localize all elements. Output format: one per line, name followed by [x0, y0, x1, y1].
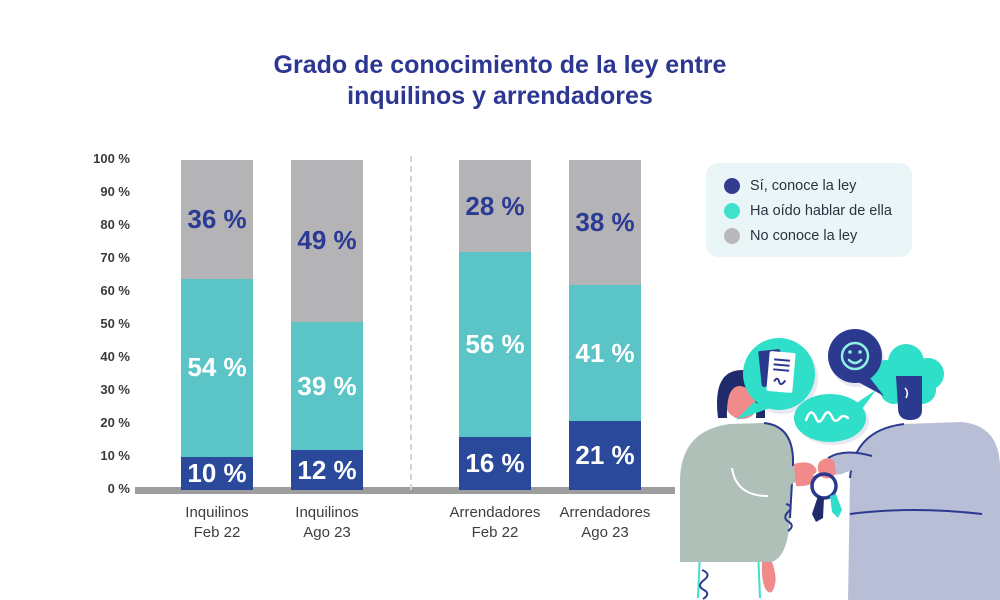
bar-segment-unknown: 28 %: [459, 160, 531, 253]
category-label-line2: Feb 22: [471, 524, 519, 541]
bar-segment-knows: 10 %: [181, 457, 253, 490]
category-label: Arrendadores Feb 22: [420, 503, 570, 543]
category-label: Arrendadores Ago 23: [530, 503, 680, 543]
bar-segment-knows: 16 %: [459, 437, 531, 490]
category-label-line2: Ago 23: [581, 524, 629, 541]
segment-value-label: 54 %: [187, 352, 247, 383]
category-label-line2: Feb 22: [193, 524, 241, 541]
bar-segment-heard: 54 %: [181, 278, 253, 457]
legend-item: Ha oído hablar de ella: [724, 203, 896, 219]
signature-speech-bubble: [794, 390, 876, 442]
segment-value-label: 56 %: [465, 329, 525, 360]
contract-speech-bubble: [736, 338, 815, 420]
legend-item-label: Ha oído hablar de ella: [750, 203, 892, 219]
segment-value-label: 49 %: [297, 225, 357, 256]
segment-value-label: 10 %: [187, 458, 247, 488]
category-label-line2: Ago 23: [303, 524, 351, 541]
bar-segment-unknown: 38 %: [569, 160, 641, 286]
legend-color-dot: [724, 203, 740, 219]
bar-segment-heard: 39 %: [291, 321, 363, 451]
segment-value-label: 16 %: [465, 448, 525, 479]
bar-segment-heard: 56 %: [459, 252, 531, 438]
segment-value-label: 39 %: [297, 370, 357, 401]
legend-item-label: No conoce la ley: [750, 228, 858, 244]
right-person: [810, 344, 1000, 600]
segment-value-label: 12 %: [297, 454, 357, 485]
category-label: Inquilinos Feb 22: [142, 503, 292, 543]
y-axis-tick-label: 40 %: [100, 349, 130, 364]
category-label-line1: Arrendadores: [559, 504, 651, 521]
bar-segment-unknown: 49 %: [291, 160, 363, 322]
x-axis-line: [135, 487, 675, 494]
y-axis-tick-label: 60 %: [100, 283, 130, 298]
legend-color-dot: [724, 228, 740, 244]
segment-value-label: 21 %: [575, 439, 635, 470]
y-axis-tick-label: 90 %: [100, 184, 130, 199]
left-person: [680, 370, 817, 600]
y-axis-tick-label: 30 %: [100, 382, 130, 397]
segment-value-label: 38 %: [575, 207, 635, 238]
y-axis-tick-label: 100 %: [93, 151, 130, 166]
smiley-speech-bubble: [828, 329, 884, 396]
y-axis-tick-label: 50 %: [100, 316, 130, 331]
category-label-line1: Inquilinos: [295, 504, 359, 521]
chart-legend: Sí, conoce la ley Ha oído hablar de ella N…: [706, 163, 912, 257]
legend-item: Sí, conoce la ley: [724, 178, 896, 194]
legend-color-dot: [724, 178, 740, 194]
y-axis-tick-label: 10 %: [100, 448, 130, 463]
page-title-line2: inquilinos y arrendadores: [347, 82, 653, 110]
legend-item: No conoce la ley: [724, 228, 896, 244]
group-divider-dashed-line: [410, 156, 412, 490]
page-title: Grado de conocimiento de la ley entre in…: [200, 50, 800, 112]
segment-value-label: 28 %: [465, 190, 525, 221]
bar-segment-heard: 41 %: [569, 285, 641, 421]
bar-segment-unknown: 36 %: [181, 160, 253, 279]
legend-item-label: Sí, conoce la ley: [750, 178, 857, 194]
illustration-people-exchanging-keys: [680, 329, 1000, 600]
y-axis-tick-label: 80 %: [100, 217, 130, 232]
page-title-line1: Grado de conocimiento de la ley entre: [273, 51, 727, 79]
category-label-line1: Arrendadores: [449, 504, 541, 521]
y-axis-tick-label: 0 %: [107, 481, 130, 496]
segment-value-label: 41 %: [575, 337, 635, 368]
segment-value-label: 36 %: [187, 203, 247, 234]
category-label: Inquilinos Ago 23: [252, 503, 402, 543]
y-axis-tick-label: 20 %: [100, 415, 130, 430]
category-label-line1: Inquilinos: [185, 504, 249, 521]
y-axis-tick-label: 70 %: [100, 250, 130, 265]
bar-segment-knows: 21 %: [569, 420, 641, 490]
bar-segment-knows: 12 %: [291, 450, 363, 490]
